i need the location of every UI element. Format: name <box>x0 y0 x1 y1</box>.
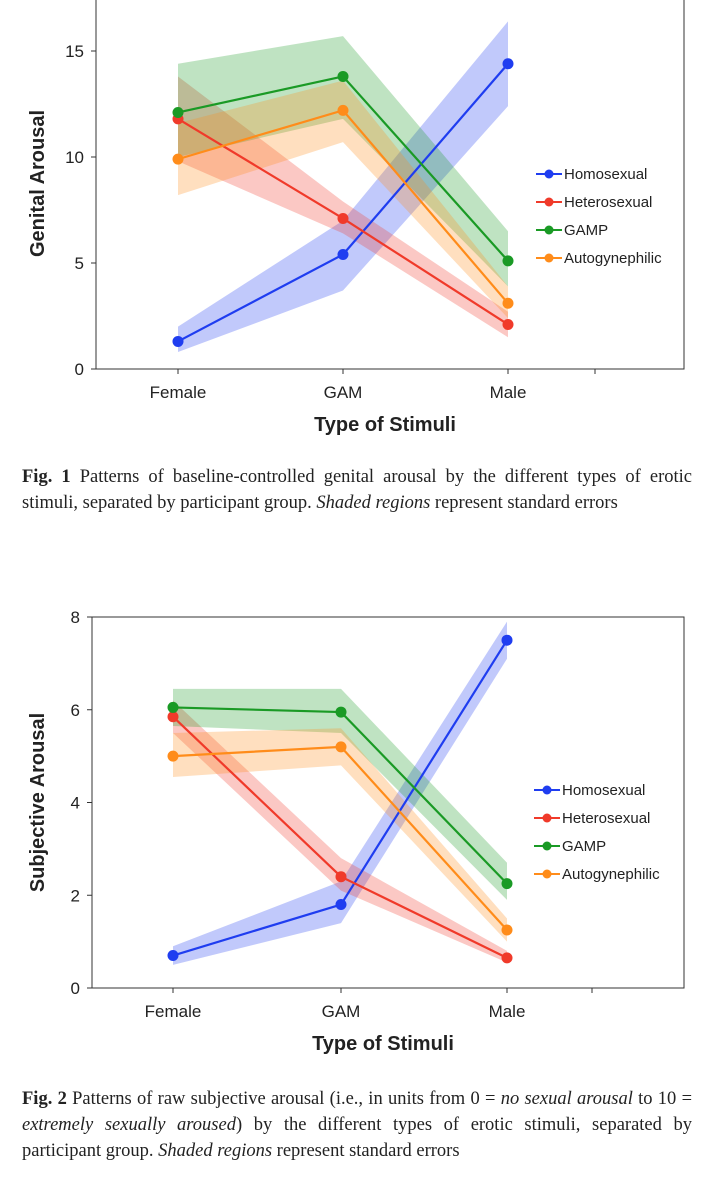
x-tick-label: GAM <box>324 383 363 402</box>
x-tick-label: Female <box>150 383 207 402</box>
legend-marker <box>544 253 554 263</box>
y-axis-label: Genital Arousal <box>27 110 49 257</box>
figure-1-caption: Fig. 1 Patterns of baseline-controlled g… <box>22 464 692 516</box>
data-point-homosexual <box>337 249 349 261</box>
data-point-gamp <box>172 106 184 118</box>
data-point-gamp <box>167 701 179 713</box>
data-point-heterosexual <box>167 711 179 723</box>
error-band-gamp <box>178 36 508 287</box>
legend-marker <box>542 813 552 823</box>
data-point-homosexual <box>501 634 513 646</box>
caption-text: ) by the different types of erotic stimu… <box>22 1115 692 1161</box>
legend-label: GAMP <box>562 838 606 855</box>
error-band-homosexual <box>178 21 508 353</box>
legend-label: Heterosexual <box>564 194 652 211</box>
y-tick-label: 5 <box>75 254 84 273</box>
figure-2-caption: Fig. 2 Patterns of raw subjective arousa… <box>22 1086 692 1164</box>
x-axis-label: Type of Stimuli <box>312 1033 454 1055</box>
data-point-heterosexual <box>335 871 347 883</box>
legend-label: Autogynephilic <box>562 866 660 883</box>
caption-text: represent standard errors <box>272 1141 460 1161</box>
legend-marker <box>544 169 554 179</box>
error-band-autogynephilic <box>178 80 508 319</box>
figure-label: Fig. 1 <box>22 467 71 487</box>
y-axis-label: Subjective Arousal <box>27 713 49 892</box>
y-tick-label: 15 <box>65 42 84 61</box>
y-tick-label: 0 <box>75 360 84 379</box>
data-point-autogynephilic <box>501 924 513 936</box>
data-point-autogynephilic <box>337 104 349 116</box>
y-tick-label: 0 <box>71 979 80 998</box>
plot-frame <box>95 0 685 370</box>
y-tick-label: 6 <box>71 701 80 720</box>
caption-text: Patterns of baseline-controlled genital … <box>22 467 692 513</box>
caption-text: represent standard errors <box>430 493 618 513</box>
genital-arousal-chart: 0 5 10 15 Female GAM Male Type of Stimuli Genita… <box>27 0 685 436</box>
x-tick-label: Male <box>489 1002 526 1021</box>
data-point-gamp <box>337 70 349 82</box>
data-point-heterosexual <box>501 952 513 964</box>
legend-marker <box>542 841 552 851</box>
data-point-gamp <box>335 706 347 718</box>
legend-marker <box>544 197 554 207</box>
subjective-arousal-chart: 0 2 4 6 8 Female GAM Male Type of Stimuli Subject… <box>27 608 685 1055</box>
data-point-homosexual <box>172 335 184 347</box>
error-band-heterosexual <box>173 700 507 963</box>
x-tick-label: GAM <box>322 1002 361 1021</box>
legend-marker <box>542 869 552 879</box>
legend-label: Heterosexual <box>562 810 650 827</box>
caption-text: no sexual arousal <box>500 1089 633 1109</box>
data-point-autogynephilic <box>167 750 179 762</box>
data-point-autogynephilic <box>502 297 514 309</box>
data-point-homosexual <box>335 899 347 911</box>
data-point-gamp <box>501 878 513 890</box>
data-point-homosexual <box>502 58 514 70</box>
figure-label: Fig. 2 <box>22 1089 67 1109</box>
caption-text: to 10 = <box>632 1089 692 1109</box>
caption-text: Shaded regions <box>316 493 431 513</box>
legend-label: Homosexual <box>562 782 645 799</box>
data-point-heterosexual <box>337 212 349 224</box>
data-point-autogynephilic <box>172 153 184 165</box>
legend-marker <box>544 225 554 235</box>
error-band-homosexual <box>173 621 507 965</box>
legend-label: Autogynephilic <box>564 250 662 267</box>
data-point-autogynephilic <box>335 741 347 753</box>
y-tick-label: 4 <box>71 794 80 813</box>
y-tick-label: 10 <box>65 148 84 167</box>
data-point-gamp <box>502 255 514 267</box>
caption-text: Shaded regions <box>158 1141 273 1161</box>
data-point-homosexual <box>167 950 179 962</box>
x-tick-label: Male <box>490 383 527 402</box>
y-tick-label: 2 <box>71 886 80 905</box>
legend-label: GAMP <box>564 222 608 239</box>
x-tick-label: Female <box>145 1002 202 1021</box>
error-band-gamp <box>173 688 507 900</box>
legend-label: Homosexual <box>564 166 647 183</box>
legend-marker <box>542 785 552 795</box>
x-axis-label: Type of Stimuli <box>314 414 456 436</box>
y-tick-label: 8 <box>71 608 80 627</box>
data-point-heterosexual <box>502 318 514 330</box>
caption-text: extremely sexually aroused <box>22 1115 236 1135</box>
caption-text: Patterns of raw subjective arousal (i.e.… <box>72 1089 501 1109</box>
